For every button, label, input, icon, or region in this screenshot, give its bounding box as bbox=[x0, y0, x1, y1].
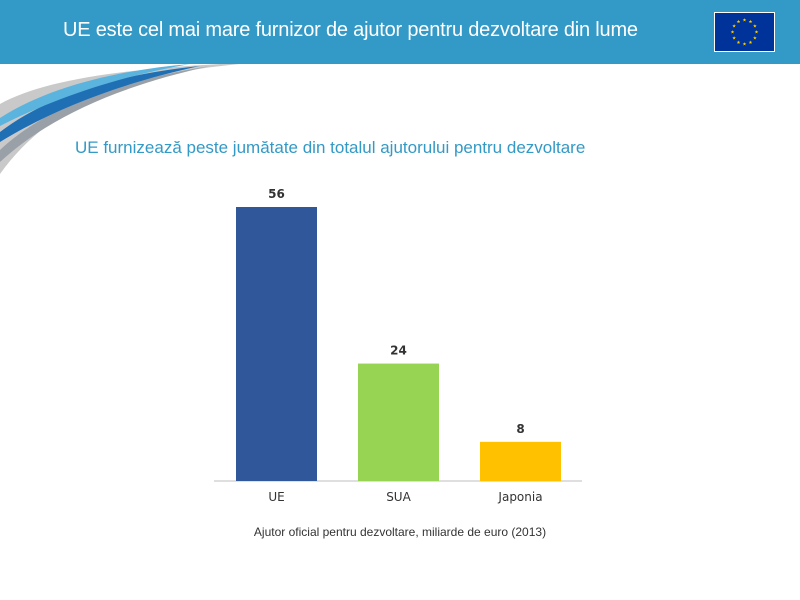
bar-sua bbox=[358, 363, 439, 481]
star-icon bbox=[753, 24, 757, 28]
x-tick-label: Japonia bbox=[497, 490, 542, 504]
star-icon bbox=[736, 40, 741, 44]
star-icon bbox=[742, 42, 747, 46]
star-icon bbox=[730, 30, 735, 34]
header-bar: UE este cel mai mare furnizor de ajutor … bbox=[0, 0, 800, 64]
eu-flag-icon bbox=[714, 12, 775, 52]
data-label: 56 bbox=[268, 187, 285, 201]
star-icon bbox=[748, 40, 753, 44]
bar-ue bbox=[236, 207, 317, 481]
bar-japonia bbox=[480, 441, 561, 481]
x-tick-label: SUA bbox=[386, 490, 411, 504]
star-icon bbox=[748, 19, 753, 24]
star-icon bbox=[742, 18, 747, 22]
data-label: 24 bbox=[390, 344, 407, 358]
eu-flag-stars bbox=[730, 18, 759, 46]
decorative-swoosh bbox=[0, 64, 240, 174]
page-title: UE este cel mai mare furnizor de ajutor … bbox=[63, 19, 638, 41]
star-icon bbox=[753, 36, 757, 40]
x-tick-label: UE bbox=[268, 490, 284, 504]
star-icon bbox=[732, 24, 736, 28]
star-icon bbox=[732, 36, 736, 40]
chart-subtitle: UE furnizează peste jumătate din totalul… bbox=[75, 138, 586, 157]
star-icon bbox=[736, 19, 741, 24]
chart-caption: Ajutor oficial pentru dezvoltare, miliar… bbox=[253, 525, 547, 539]
data-label: 8 bbox=[516, 422, 524, 436]
star-icon bbox=[754, 30, 759, 34]
